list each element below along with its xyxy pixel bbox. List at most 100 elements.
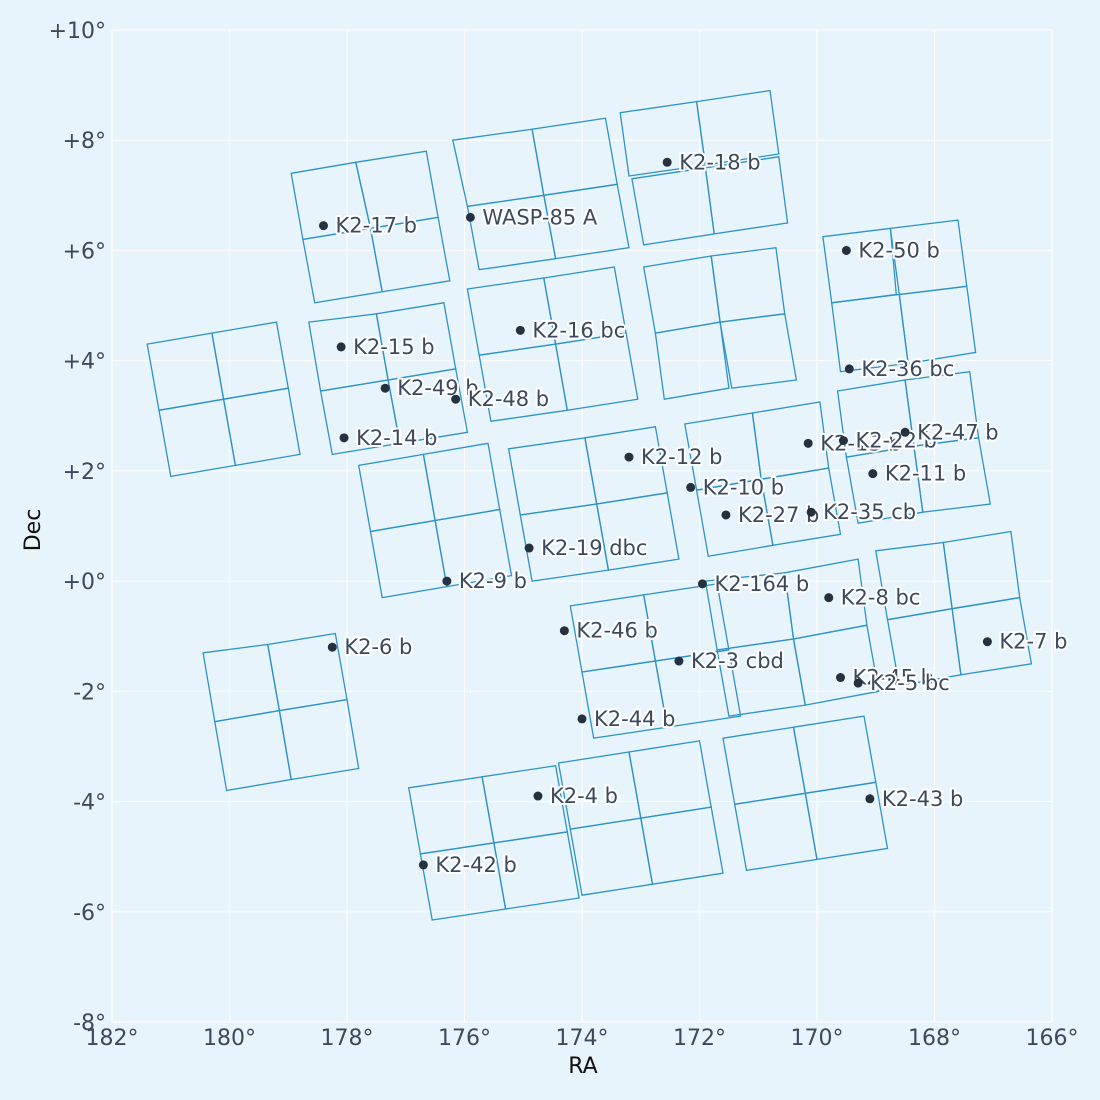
planet-marker: [327, 642, 337, 652]
x-tick-label: 182°: [86, 1026, 139, 1051]
planet-label: K2-19 dbc: [541, 536, 647, 560]
ccd-module-outline: [898, 285, 977, 365]
planet-markers: K2-17 b WASP-85 A K2-18 b K2-50 b K2-15 b K2-…: [319, 148, 1069, 879]
planet-label: K2-11 b: [885, 462, 966, 486]
planet-label: K2-18 b: [679, 150, 760, 174]
planet-label: K2-17 b: [336, 214, 417, 238]
y-tick-label: +2°: [63, 460, 106, 485]
ccd-module-outline: [654, 649, 742, 728]
y-tick-label: +8°: [63, 129, 106, 154]
planet-label: K2-164 b: [714, 572, 809, 596]
ccd-module-outline: [434, 508, 513, 588]
planet-label: WASP-85 A: [482, 205, 597, 229]
ccd-module-outline: [719, 313, 798, 389]
planet-marker: [559, 626, 569, 636]
planet-label: K2-27 b: [738, 503, 819, 527]
planet-marker: [674, 656, 684, 666]
planet-label: K2-16 bc: [532, 318, 625, 342]
y-tick-label: +4°: [63, 350, 106, 375]
planet-marker: [824, 593, 834, 603]
planet-marker: [418, 860, 428, 870]
ccd-module-outline: [493, 831, 580, 910]
planet-label: K2-36 bc: [861, 357, 954, 381]
planet-marker: [533, 791, 543, 801]
planet-label: K2-42 b: [435, 853, 516, 877]
x-tick-label: 168°: [908, 1026, 961, 1051]
planet-marker: [721, 510, 731, 520]
planet-label: K2-13 b: [820, 431, 901, 455]
planet-marker: [865, 794, 875, 804]
planet-label: K2-3 cbd: [691, 649, 784, 673]
ccd-module-outline: [543, 183, 630, 260]
x-tick-label: 166°: [1026, 1026, 1079, 1051]
planet-marker: [442, 576, 452, 586]
ccd-module-outline: [804, 781, 889, 861]
planet-marker: [686, 482, 696, 492]
y-tick-label: +6°: [63, 239, 106, 264]
planet-marker: [465, 212, 475, 222]
y-tick-label: -8°: [73, 1011, 106, 1036]
ccd-module-outline: [387, 368, 469, 445]
ccd-module-outline: [222, 387, 301, 467]
planet-label: K2-15 b: [353, 335, 434, 359]
x-tick-label: 178°: [321, 1026, 374, 1051]
ccd-module-outline: [760, 467, 842, 547]
planet-label: K2-4 b: [550, 784, 618, 808]
planet-label: K2-49 b: [397, 376, 478, 400]
planet-marker: [844, 364, 854, 374]
planet-marker: [336, 342, 346, 352]
footprint-modules: [146, 89, 1033, 921]
x-tick-label: 172°: [673, 1026, 726, 1051]
planet-marker: [515, 325, 525, 335]
y-tick-label: +10°: [49, 19, 106, 44]
planet-marker: [836, 673, 845, 683]
planet-label: K2-14 b: [356, 426, 437, 450]
planet-marker: [577, 714, 587, 724]
ccd-module-outline: [278, 698, 360, 781]
y-tick-label: +0°: [63, 570, 106, 595]
ccd-module-outline: [951, 596, 1033, 676]
y-axis-title: Dec: [21, 509, 46, 552]
planet-marker: [524, 543, 534, 553]
planet-marker: [451, 394, 461, 404]
planet-marker: [803, 438, 813, 448]
ccd-module-outline: [654, 321, 730, 400]
grid: [111, 29, 1053, 1023]
planet-label: K2-35 cb: [823, 500, 916, 524]
planet-marker: [841, 245, 851, 255]
planet-label: K2-10 b: [703, 475, 784, 499]
x-tick-label: 174°: [556, 1026, 609, 1051]
x-tick-label: 170°: [791, 1026, 844, 1051]
planet-marker: [662, 157, 672, 167]
planet-label: K2-12 b: [641, 445, 722, 469]
planet-label: K2-8 bc: [841, 586, 921, 610]
x-axis-title: RA: [568, 1054, 597, 1079]
y-tick-label: -2°: [73, 680, 106, 705]
planet-label: K2-45 b: [853, 666, 934, 690]
planet-label: K2-5 bc: [870, 671, 950, 695]
planet-marker: [982, 637, 992, 647]
planet-marker: [339, 433, 349, 443]
planet-marker: [380, 383, 390, 393]
y-tick-label: -6°: [73, 901, 106, 926]
planet-marker: [697, 579, 707, 589]
planet-label: K2-48 b: [468, 387, 549, 411]
planet-marker: [868, 469, 878, 479]
ccd-module-outline: [913, 437, 992, 513]
planet-label: K2-9 b: [459, 569, 527, 593]
planet-label: K2-46 b: [576, 619, 657, 643]
planet-marker: [838, 436, 848, 446]
ccd-module-outline: [554, 332, 639, 412]
planet-marker: [900, 427, 910, 437]
planet-label: K2-22 b: [855, 429, 936, 453]
planet-label: K2-50 b: [858, 238, 939, 262]
ccd-module-outline: [704, 156, 789, 235]
planet-marker: [624, 452, 634, 462]
x-tick-label: 176°: [438, 1026, 491, 1051]
planet-marker: [806, 507, 816, 517]
x-axis-ticks: 182° 180° 178° 176° 174° 172° 170° 168° 166°: [86, 1026, 1079, 1051]
y-axis-ticks: +10° +8° +6° +4° +2° +0° -2° -4° -6° -8°: [49, 19, 106, 1036]
ccd-module-outline: [695, 89, 780, 166]
planet-label: K2-43 b: [882, 787, 963, 811]
